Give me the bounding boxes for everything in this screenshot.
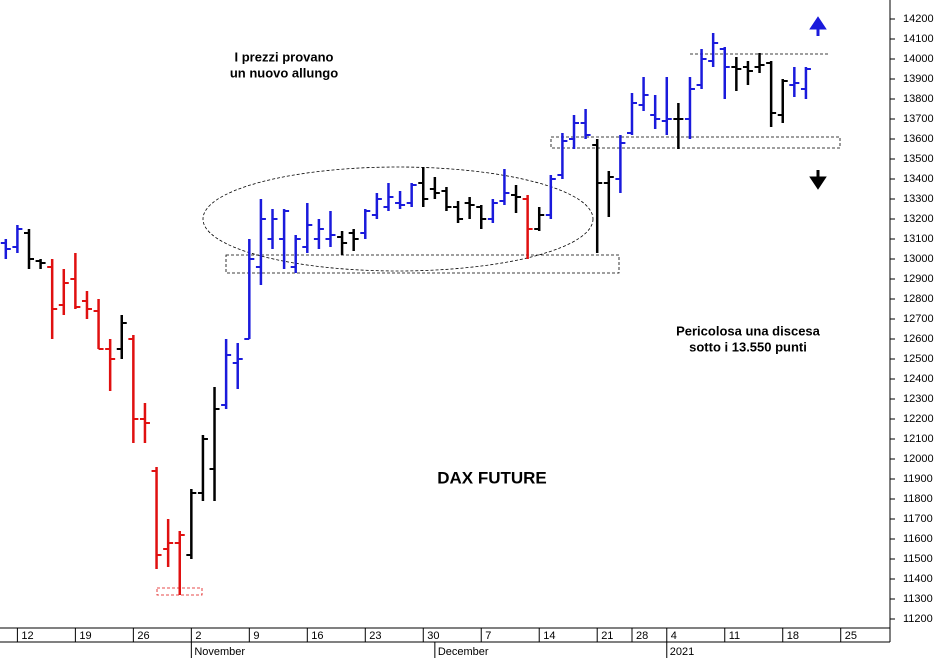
x-tick-label: 11 bbox=[729, 630, 740, 642]
y-tick-label: 13200 bbox=[903, 213, 934, 225]
y-tick-label: 11700 bbox=[903, 513, 933, 525]
y-tick-label: 13900 bbox=[903, 73, 934, 85]
y-tick-label: 13100 bbox=[903, 233, 934, 245]
y-tick-label: 12000 bbox=[903, 453, 934, 465]
y-tick-label: 13000 bbox=[903, 253, 934, 265]
y-tick-label: 11800 bbox=[903, 493, 933, 505]
annotation: Pericolosa una discesa bbox=[676, 323, 821, 338]
y-tick-label: 12200 bbox=[903, 413, 934, 425]
y-tick-label: 14100 bbox=[903, 33, 934, 45]
x-tick-label: 28 bbox=[636, 630, 648, 642]
y-tick-label: 13400 bbox=[903, 173, 934, 185]
y-tick-label: 11200 bbox=[903, 613, 933, 625]
y-tick-label: 14200 bbox=[903, 13, 934, 25]
x-tick-label: 26 bbox=[137, 630, 149, 642]
x-tick-label: 23 bbox=[369, 630, 381, 642]
y-tick-label: 11300 bbox=[903, 593, 933, 605]
x-tick-label: 21 bbox=[601, 630, 613, 642]
x-tick-label: 16 bbox=[311, 630, 323, 642]
x-tick-label: 25 bbox=[845, 630, 857, 642]
x-tick-label: 18 bbox=[787, 630, 799, 642]
y-tick-label: 11500 bbox=[903, 553, 933, 565]
x-tick-label: 30 bbox=[427, 630, 439, 642]
x-tick-label: 14 bbox=[543, 630, 555, 642]
x-tick-label: 2 bbox=[195, 630, 201, 642]
y-tick-label: 13800 bbox=[903, 93, 934, 105]
y-tick-label: 14000 bbox=[903, 53, 934, 65]
month-label: November bbox=[194, 646, 245, 658]
y-tick-label: 12900 bbox=[903, 273, 934, 285]
y-tick-label: 11600 bbox=[903, 533, 933, 545]
y-tick-label: 12700 bbox=[903, 313, 934, 325]
y-tick-label: 12500 bbox=[903, 353, 934, 365]
month-label: December bbox=[438, 646, 489, 658]
y-tick-label: 12800 bbox=[903, 293, 934, 305]
consolidation-ellipse bbox=[202, 166, 594, 272]
x-tick-label: 4 bbox=[671, 630, 677, 642]
y-tick-label: 13600 bbox=[903, 133, 934, 145]
x-tick-label: 7 bbox=[485, 630, 491, 642]
y-tick-label: 11400 bbox=[903, 573, 933, 585]
y-tick-label: 12300 bbox=[903, 393, 934, 405]
chart-title: DAX FUTURE bbox=[437, 468, 547, 487]
y-tick-label: 13500 bbox=[903, 153, 934, 165]
annotation: sotto i 13.550 punti bbox=[689, 339, 807, 354]
y-tick-label: 11900 bbox=[903, 473, 933, 485]
y-tick-label: 13300 bbox=[903, 193, 934, 205]
annotation: un nuovo allungo bbox=[230, 65, 338, 80]
y-tick-label: 13700 bbox=[903, 113, 934, 125]
x-tick-label: 9 bbox=[253, 630, 259, 642]
down-arrow bbox=[809, 170, 827, 190]
month-label: 2021 bbox=[670, 646, 694, 658]
x-tick-label: 19 bbox=[79, 630, 91, 642]
annotation: I prezzi provano bbox=[235, 49, 334, 64]
support-box bbox=[225, 254, 620, 274]
y-tick-label: 12600 bbox=[903, 333, 934, 345]
x-tick-label: 12 bbox=[21, 630, 33, 642]
y-tick-label: 12100 bbox=[903, 433, 934, 445]
up-arrow bbox=[809, 16, 827, 36]
y-tick-label: 12400 bbox=[903, 373, 934, 385]
